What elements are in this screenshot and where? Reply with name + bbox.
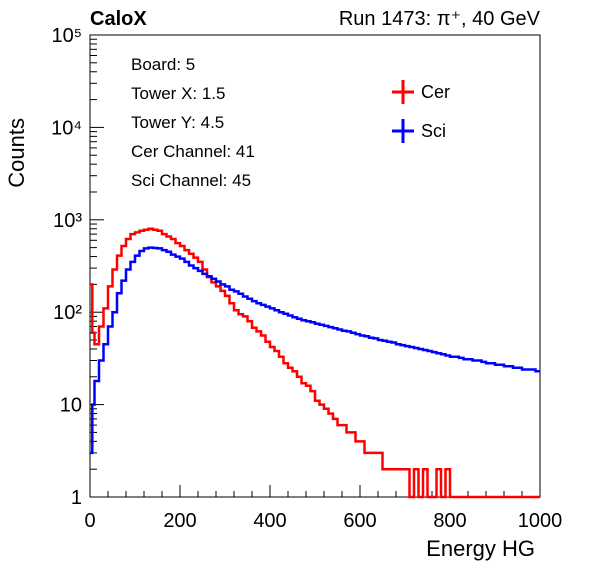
series-line-sci <box>90 246 540 455</box>
series-group <box>90 227 540 499</box>
legend: Cer Sci <box>392 80 450 143</box>
legend-label-cer: Cer <box>421 82 450 102</box>
y-tick-label: 10 <box>60 395 82 417</box>
x-tick-label: 800 <box>433 510 466 532</box>
x-tick-label: 400 <box>253 510 286 532</box>
x-axis-title: Energy HG <box>426 536 535 561</box>
info-line-cer-channel: Cer Channel: 41 <box>131 142 255 161</box>
chart-title: CaloX <box>90 8 147 30</box>
x-tick-label: 0 <box>84 510 95 532</box>
info-line-tower-y: Tower Y: 4.5 <box>131 113 224 132</box>
info-line-tower-x: Tower X: 1.5 <box>131 84 226 103</box>
y-tick-label: 10⁵ <box>51 25 82 47</box>
x-tick-label: 600 <box>343 510 376 532</box>
info-line-sci-channel: Sci Channel: 45 <box>131 171 251 190</box>
axis-ticks: 0 200 400 600 800 1000 1 10 10² 10³ 10⁴ 10⁵ <box>51 25 562 532</box>
x-tick-label: 200 <box>163 510 196 532</box>
series-line-cer <box>90 227 540 499</box>
run-label: Run 1473: π⁺, 40 GeV <box>339 8 541 30</box>
y-axis-title: Counts <box>4 118 29 188</box>
info-box: Board: 5 Tower X: 1.5 Tower Y: 4.5 Cer C… <box>131 55 255 190</box>
legend-cer-marker <box>392 80 414 104</box>
y-tick-label: 10² <box>53 302 82 324</box>
y-tick-label: 10³ <box>53 210 82 232</box>
plot-frame <box>89 34 541 498</box>
info-line-board: Board: 5 <box>131 55 195 74</box>
x-tick-label: 1000 <box>518 510 563 532</box>
y-tick-label: 10⁴ <box>51 117 82 139</box>
y-tick-label: 1 <box>71 487 82 509</box>
legend-label-sci: Sci <box>421 121 446 141</box>
legend-sci-marker <box>392 119 414 143</box>
